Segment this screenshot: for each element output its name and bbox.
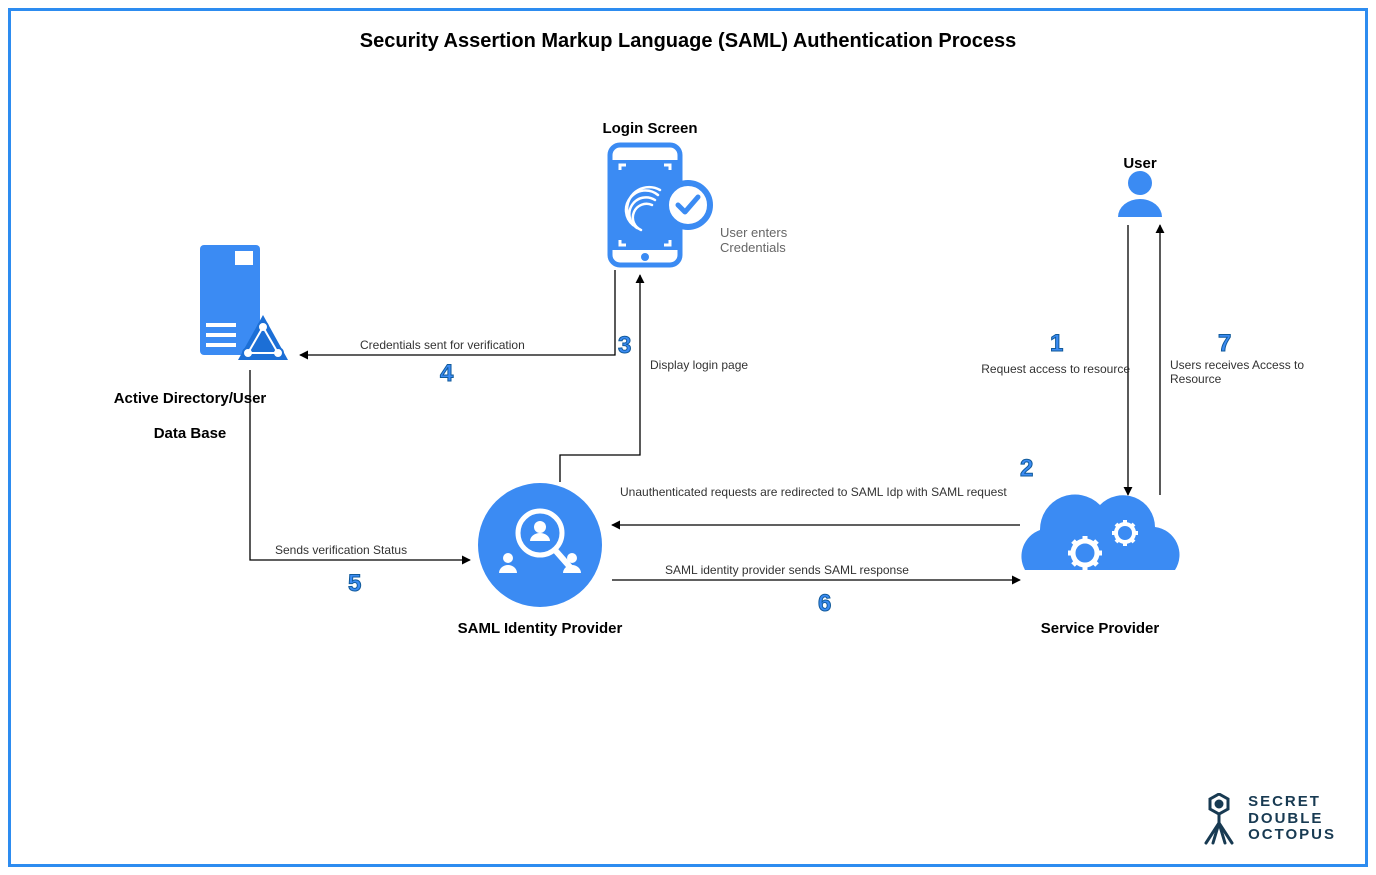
octopus-icon — [1198, 793, 1240, 845]
ad-label-1: Active Directory/User — [80, 390, 300, 407]
brand-line-2: DOUBLE — [1248, 811, 1336, 828]
step-3-label: Display login page — [650, 358, 800, 372]
login-side-label: User enters Credentials — [720, 225, 820, 255]
step-7-label: Users receives Access to Resource — [1170, 358, 1320, 386]
login-screen-label: Login Screen — [570, 120, 730, 137]
idp-label: SAML Identity Provider — [430, 620, 650, 637]
brand-logo: SECRET DOUBLE OCTOPUS — [1198, 793, 1336, 845]
brand-text: SECRET DOUBLE OCTOPUS — [1248, 794, 1336, 844]
step-2-num: 2 — [1020, 455, 1033, 483]
step-1-num: 1 — [1050, 330, 1063, 358]
brand-line-1: SECRET — [1248, 794, 1336, 811]
step-3-num: 3 — [618, 332, 631, 360]
step-5-num: 5 — [348, 570, 361, 598]
step-7-num: 7 — [1218, 330, 1231, 358]
step-5-label: Sends verification Status — [275, 543, 455, 557]
sp-label: Service Provider — [1000, 620, 1200, 637]
step-2-label: Unauthenticated requests are redirected … — [620, 485, 1040, 499]
step-4-label: Credentials sent for verification — [360, 338, 580, 352]
step-6-num: 6 — [818, 590, 831, 618]
brand-line-3: OCTOPUS — [1248, 827, 1336, 844]
step-6-label: SAML identity provider sends SAML respon… — [665, 563, 985, 577]
step-1-label: Request access to resource — [960, 362, 1130, 376]
diagram-title: Security Assertion Markup Language (SAML… — [0, 30, 1376, 53]
step-4-num: 4 — [440, 360, 453, 388]
ad-label-2: Data Base — [80, 425, 300, 442]
user-label: User — [1100, 155, 1180, 172]
